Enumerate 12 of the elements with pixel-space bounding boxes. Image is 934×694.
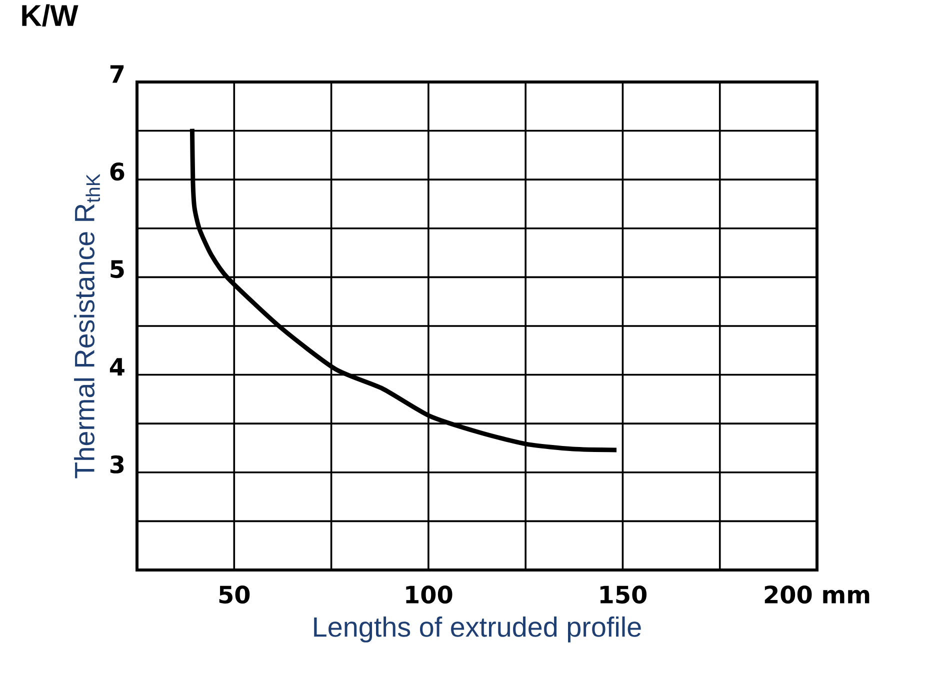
- x-tick-label: 200 mm: [764, 586, 870, 604]
- y-tick-label: 4: [110, 358, 124, 376]
- y-tick-label: 3: [110, 455, 124, 474]
- y-tick-label: 6: [110, 162, 124, 181]
- y-axis-title: Thermal Resistance R$_{thK}$: [74, 174, 100, 478]
- y-tick-label: 5: [110, 260, 124, 278]
- x-axis-title: Lengths of extruded profile: [314, 616, 641, 642]
- x-tick-label: 100: [406, 586, 452, 604]
- x-tick-label: 50: [219, 586, 250, 604]
- text: K/W: [22, 4, 78, 26]
- y-tick-label: 7: [110, 65, 124, 83]
- x-tick-label: 150: [600, 586, 647, 604]
